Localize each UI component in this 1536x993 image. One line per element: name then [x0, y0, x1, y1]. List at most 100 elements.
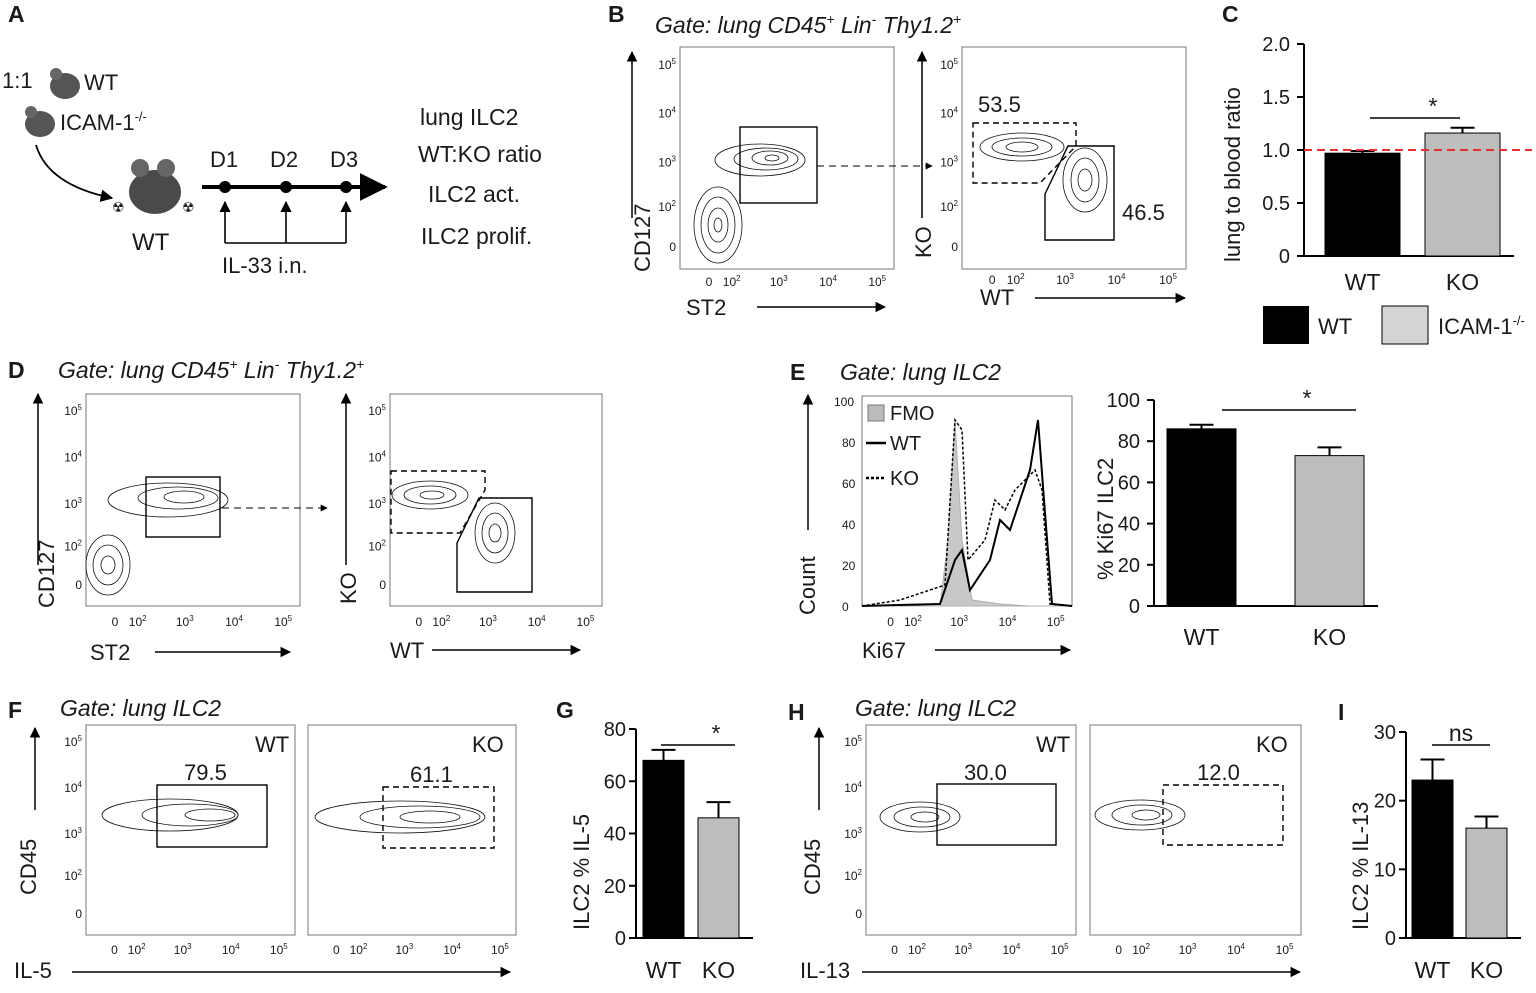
y-tick-label: 80: [604, 719, 626, 741]
panel-c: C lung to blood ratio WT ICAM-1-/- 0 0.5 1…: [1220, 1, 1532, 345]
il13-gate-ko: [1162, 784, 1284, 846]
flow-plot-frame: [1089, 724, 1302, 936]
il5-gate-wt: [156, 784, 268, 848]
day-markers: [219, 181, 352, 193]
flow-x-tick: 104: [819, 274, 837, 289]
gate-percent-ko: 12.0: [1197, 760, 1240, 785]
flow-x-tick: 103: [174, 942, 192, 957]
day-label-1: D1: [210, 147, 238, 172]
hist-y-tick: 0: [842, 600, 849, 614]
legend-label-ko: ICAM-1-/-: [1438, 313, 1525, 339]
flow-y-tick: 103: [844, 826, 862, 841]
panel-label-h: H: [788, 699, 805, 725]
donor-wt-label: WT: [84, 70, 118, 95]
sample-tag-ko: KO: [472, 732, 504, 757]
flow-x-tick: 103: [950, 614, 968, 629]
flow-x-tick: 105: [1051, 942, 1069, 957]
flow-y-tick: 104: [368, 450, 386, 465]
panel-label-e: E: [790, 359, 805, 385]
wt-gate: [456, 497, 533, 593]
recipient-label: WT: [132, 229, 170, 256]
flow-y-tick: 103: [658, 154, 676, 169]
flow-x-tick: 102: [908, 942, 926, 957]
hist-y-tick: 60: [842, 477, 856, 491]
sample-tag-wt: WT: [255, 732, 289, 757]
x-axis-label: Ki67: [862, 638, 906, 663]
legend-swatch-fmo: [867, 404, 885, 422]
sample-tag-ko: KO: [1256, 732, 1288, 757]
category-label: WT: [1345, 269, 1381, 295]
flow-plot-frame: [679, 46, 895, 270]
hist-y-tick: 80: [842, 436, 856, 450]
hist-y-tick: 40: [842, 518, 856, 532]
flow-y-tick: 102: [940, 199, 958, 214]
gate-label-e: Gate: lung ILC2: [840, 359, 1001, 385]
ilc2-gate: [145, 476, 221, 538]
panel-label-d: D: [8, 357, 25, 383]
flow-plot-frame: [85, 724, 296, 936]
category-label: WT: [1415, 957, 1451, 983]
day-label-3: D3: [330, 147, 358, 172]
y-tick-label: 80: [1118, 431, 1140, 453]
bar-ko: [1424, 132, 1501, 257]
panel-label-a: A: [8, 1, 25, 27]
flow-x-tick: 105: [1276, 942, 1294, 957]
treatment-label: IL-33 i.n.: [222, 253, 308, 278]
y-tick-label: 0: [1279, 246, 1290, 268]
y-tick-label: 0.5: [1262, 193, 1290, 215]
svg-text:☢: ☢: [112, 199, 125, 215]
mix-ratio: 1:1: [2, 68, 33, 93]
flow-x-tick: 102: [350, 942, 368, 957]
gate-percent-wt: 79.5: [184, 760, 227, 785]
readout-4: ILC2 prolif.: [421, 223, 532, 249]
flow-x-tick: 102: [723, 274, 741, 289]
panel-g: G ILC2 % IL-5 0 20 40 60 80 WT KO *: [556, 697, 753, 983]
flow-contours: [391, 480, 516, 564]
flow-x-tick: 103: [954, 942, 972, 957]
flow-y-tick: 103: [64, 496, 82, 511]
significance-label: *: [1303, 385, 1312, 411]
mouse-icon-recipient: ☢ ☢: [112, 159, 195, 215]
flow-y-tick: 0: [75, 907, 82, 921]
flow-x-tick: 102: [129, 614, 147, 629]
flow-x-tick: 104: [443, 942, 461, 957]
injection-bracket: [219, 200, 352, 244]
chart-y-label: ILC2 % IL-13: [1348, 802, 1373, 930]
flow-y-tick: 102: [658, 199, 676, 214]
svg-text:☢: ☢: [182, 199, 195, 215]
flow-x-tick: 0: [891, 943, 898, 957]
hist-y-tick: 100: [834, 395, 854, 409]
flow-x-tick: 0: [111, 943, 118, 957]
y-tick-label: 60: [1118, 472, 1140, 494]
flow-contours: [101, 798, 239, 832]
flow-y-tick: 103: [940, 154, 958, 169]
readout-1: lung ILC2: [420, 104, 518, 130]
bar-wt: [1324, 152, 1401, 257]
y-tick-label: 40: [1118, 514, 1140, 536]
legend-label-wt: WT: [890, 433, 921, 455]
flow-x-tick: 105: [1159, 272, 1177, 287]
bar-ko: [1294, 455, 1365, 607]
flow-y-tick: 102: [844, 868, 862, 883]
x-axis-label: IL-13: [800, 958, 850, 983]
il5-gate-ko: [382, 786, 495, 849]
flow-x-tick: 105: [270, 942, 288, 957]
panel-e: E Gate: lung ILC2 0 20 40 60 80 100 FMO …: [790, 359, 1073, 663]
legend-swatch-ko: [1381, 305, 1429, 345]
ko-gate: [972, 122, 1077, 184]
flow-x-tick: 0: [112, 615, 119, 629]
flow-x-tick: 103: [770, 274, 788, 289]
flow-x-tick: 0: [333, 943, 340, 957]
flow-y-tick: 105: [844, 734, 862, 749]
flow-plot-frame: [961, 46, 1187, 270]
histogram-y-ticks: 0 20 40 60 80 100: [834, 395, 856, 614]
wt-gate: [1044, 145, 1115, 241]
ko-histogram: [861, 417, 1073, 607]
significance-label: *: [712, 720, 721, 746]
flow-x-tick: 0: [415, 615, 422, 629]
flow-contours: [979, 132, 1108, 213]
bar-ko: [1465, 827, 1508, 939]
category-label: KO: [702, 957, 735, 983]
bar-wt: [1411, 779, 1454, 939]
y-tick-label: 30: [1374, 722, 1396, 744]
